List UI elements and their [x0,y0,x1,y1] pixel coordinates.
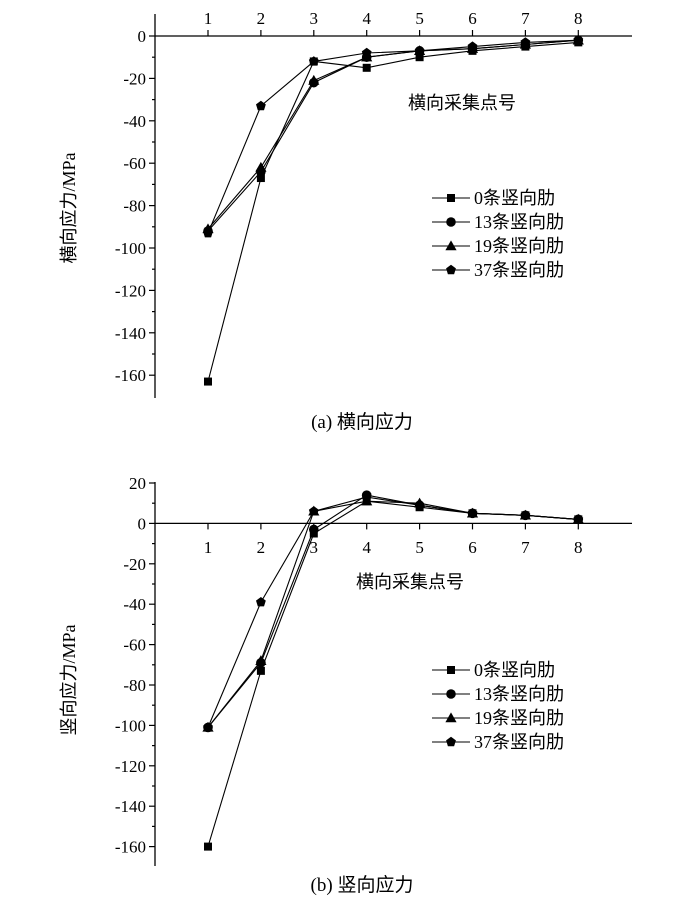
x-tick-label: 3 [310,538,319,557]
data-point [255,161,267,172]
legend-marker [445,712,457,723]
y-tick-label: -20 [123,69,146,88]
y-tick-label: -100 [115,716,146,735]
y-tick-label: -80 [123,676,146,695]
x-tick-label: 1 [204,538,213,557]
series-pentagon [203,491,584,732]
y-tick-label: -120 [115,281,146,300]
y-axis-label: 横向应力/MPa [59,152,79,263]
data-point [415,53,424,62]
y-tick-label: -60 [123,636,146,655]
data-point [256,597,266,607]
data-point [203,722,213,732]
y-tick-label: 0 [138,27,147,46]
legend-marker [447,666,455,674]
legend-marker [447,194,455,202]
chart-panel-a: 横向应力/MPa 横向采集点号 (a) 横向应力 0 -20 -40 -60 -80 -1… [59,9,632,433]
y-tick-label: -100 [115,239,146,258]
data-point [308,56,319,66]
data-point [414,500,425,510]
legend: 0条竖向肋 13条竖向肋 19条竖向肋 37条竖向肋 [432,660,564,752]
data-point [255,655,267,665]
chart-caption: (b) 竖向应力 [311,874,414,896]
data-point [467,41,478,51]
y-tick-label: -120 [115,757,146,776]
series-line [207,41,579,382]
series-pentagon [203,35,584,238]
x-tick-label: 6 [468,9,477,28]
x-tick-label: 5 [415,538,424,557]
legend-marker [446,736,456,747]
data-point [573,514,584,524]
legend-label: 19条竖向肋 [474,708,564,728]
y-tick-label: -160 [115,366,146,385]
data-point [520,37,531,47]
x-tick-label: 4 [362,9,371,28]
data-point [308,74,320,85]
x-tick-label: 6 [468,538,477,557]
y-tick-label: 20 [129,474,146,493]
y-tick-label: -60 [123,154,146,173]
data-point [309,524,319,535]
chart-panel-b: 竖向应力/MPa 横向采集点号 (b) 竖向应力 20 0 -20 -40 -60 -80… [59,474,632,896]
y-tick-label: -40 [123,112,146,131]
series-line [207,39,579,234]
y-axis-label: 竖向应力/MPa [59,624,79,735]
data-point [308,506,319,516]
data-point [256,666,265,675]
legend-marker [445,240,457,251]
legend: 0条竖向肋 13条竖向肋 19条竖向肋 37条竖向肋 [432,188,564,280]
x-tick-label: 3 [310,9,319,28]
x-tick-label: 2 [257,538,266,557]
legend-marker [446,689,456,699]
data-point [256,100,266,111]
data-point [203,228,213,238]
data-point [520,510,531,520]
y-tick-label: 0 [138,514,147,533]
data-point [414,45,425,55]
x-tick-label: 7 [521,9,530,28]
series-line [207,496,579,728]
legend-label: 13条竖向肋 [474,212,564,232]
legend-label: 37条竖向肋 [474,732,564,752]
data-point [573,35,584,45]
y-tick-label: -20 [123,555,146,574]
legend-label: 37条竖向肋 [474,260,564,280]
legend-marker [446,217,456,227]
x-tick-label: 8 [574,9,583,28]
data-point [362,63,371,72]
x-axis-label: 横向采集点号 [356,572,464,592]
x-axis-label: 横向采集点号 [408,93,516,113]
y-tick-label: -140 [115,797,146,816]
legend-label: 0条竖向肋 [474,188,555,208]
data-point [204,377,212,386]
legend-label: 19条竖向肋 [474,236,564,256]
legend-label: 13条竖向肋 [474,684,564,704]
x-tick-label: 1 [204,9,213,28]
legend-label: 0条竖向肋 [474,660,555,680]
x-tick-label: 4 [362,538,371,557]
y-tick-label: -160 [115,838,146,857]
x-tick-label: 7 [521,538,530,557]
series-line [207,39,579,230]
data-point [204,842,212,851]
x-tick-label: 2 [257,9,266,28]
data-point [361,491,372,502]
data-point [256,174,265,183]
y-tick-label: -140 [115,324,146,343]
data-point [361,47,372,58]
legend-marker [446,264,456,275]
y-tick-label: -80 [123,197,146,216]
x-tick-label: 8 [574,538,583,557]
chart-caption: (a) 横向应力 [311,411,413,433]
y-tick-label: -40 [123,595,146,614]
x-tick-label: 5 [415,9,424,28]
data-point [467,508,478,518]
